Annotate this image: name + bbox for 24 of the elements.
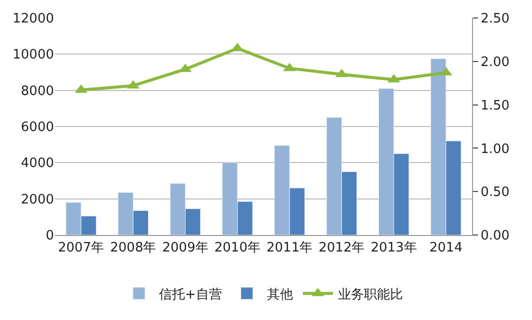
x-tick-label: 2014 (429, 240, 462, 256)
legend-label: 其他 (266, 287, 293, 302)
legend-label: 信托+自营 (159, 287, 222, 302)
y2-tick-label: 0.00 (480, 228, 510, 244)
x-tick-label: 2010年 (214, 240, 260, 256)
y-tick-label: 4000 (20, 156, 54, 172)
y2-tick-label: 2.00 (480, 54, 510, 70)
x-tick-label: 2009年 (162, 240, 208, 256)
y-tick-label: 12000 (12, 12, 54, 27)
x-tick-label: 2007年 (58, 240, 104, 256)
y2-tick-label: 1.00 (480, 142, 510, 157)
legend-label: 业务职能比 (338, 287, 403, 302)
y-tick-label: 0 (46, 228, 54, 244)
y-tick-label: 10000 (12, 48, 54, 63)
y2-tick-label: 2.50 (480, 12, 510, 27)
x-tick-label: 2013年 (370, 240, 417, 256)
x-tick-label: 2008年 (110, 240, 156, 256)
y-tick-label: 6000 (20, 120, 54, 136)
x-tick-label: 2011年 (266, 240, 313, 256)
y-tick-label: 2000 (20, 192, 54, 208)
y-tick-label: 8000 (20, 84, 54, 99)
y2-tick-label: 1.50 (480, 98, 510, 114)
x-tick-label: 2012年 (318, 240, 365, 256)
y2-tick-label: 0.50 (480, 185, 510, 200)
